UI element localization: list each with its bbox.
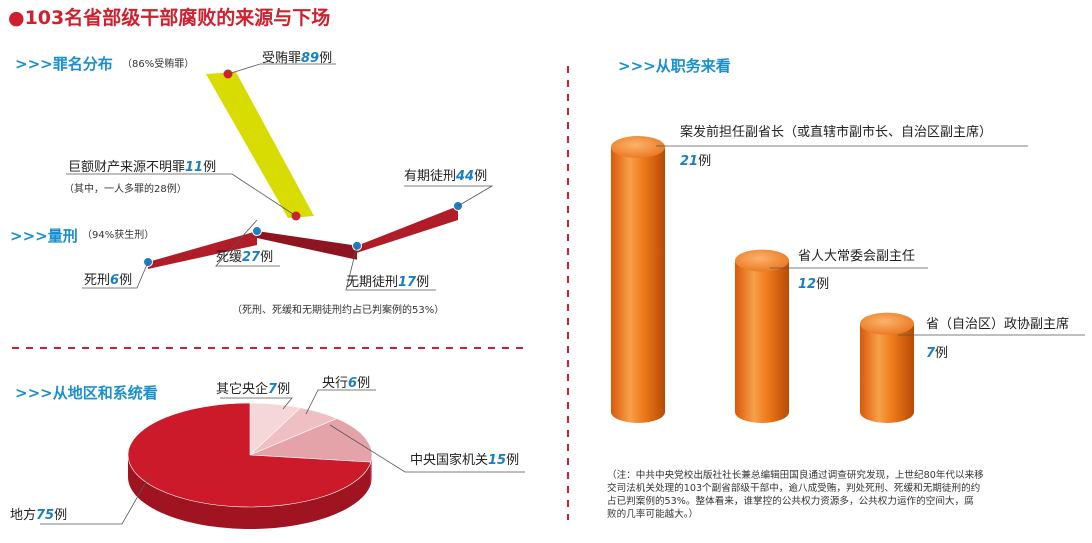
sentence-leader <box>404 185 494 207</box>
sentence-label: 无期徒刑17例 <box>346 275 429 290</box>
crime-leader <box>66 173 297 217</box>
sentence-ribbon-segment <box>357 206 458 253</box>
crime-subheading: （86%受贿罪） <box>122 57 194 70</box>
position-value-label: 7例 <box>926 346 948 361</box>
position-value-label: 21例 <box>680 154 711 169</box>
region-pie-leader <box>305 389 376 415</box>
sentence-share-note: （死刑、死缓和无期徒刑约占已判案例的53%） <box>232 303 444 316</box>
position-cylinder-top <box>735 249 789 272</box>
sentence-ribbon <box>148 206 458 269</box>
region-pie-leader <box>40 474 151 525</box>
sentence-heading: >>>量刑 <box>10 227 78 245</box>
crime-label: 受贿罪89例 <box>262 51 332 66</box>
position-category-label: 省人大常委会副主任 <box>798 249 915 264</box>
sentence-ribbon-segment <box>148 231 257 269</box>
region-pie-leader <box>220 397 293 410</box>
position-cylinder <box>735 260 789 423</box>
crime-label: 巨额财产来源不明罪11例 <box>68 160 216 175</box>
position-cylinder <box>860 323 914 423</box>
sentence-label: 有期徒刑44例 <box>404 169 487 184</box>
sentence-subheading: （94%获生刑） <box>82 228 154 241</box>
sentence-label: 死缓27例 <box>216 250 273 265</box>
region-pie-label: 中央国家机关15例 <box>410 452 519 468</box>
crime-heading: >>>罪名分布 <box>15 55 113 73</box>
footnote-line: （注：中共中央党校出版社社长兼总编辑田国良通过调查研究发现，上世纪80年代以来移 <box>607 469 984 481</box>
sentence-leader <box>345 245 436 291</box>
region-pie-slice <box>249 418 373 463</box>
sentence-leader <box>82 261 149 289</box>
sentence-point <box>352 240 362 251</box>
crime-multi-note: （其中，一人多罪的28例） <box>64 182 187 195</box>
position-category-label: 省（自治区）政协副主席 <box>926 316 1069 332</box>
region-pie-label: 央行6例 <box>322 376 370 391</box>
position-cylinder <box>611 147 665 423</box>
position-cylinder-top <box>611 136 665 158</box>
region-pie <box>127 402 373 529</box>
region-pie-slice <box>127 402 372 508</box>
position-category-label: 案发前担任副省长（或直辖市副市长、自治区副主席） <box>680 124 992 140</box>
page-title: ●103名省部级干部腐败的来源与下场 <box>8 6 330 29</box>
region-pie-side <box>370 455 372 485</box>
region-pie-label: 其它央企7例 <box>216 381 290 397</box>
region-pie-side <box>128 455 371 529</box>
position-cylinder-top <box>860 312 914 335</box>
position-cylinders <box>611 136 914 423</box>
crime-bars <box>206 69 314 221</box>
sentence-dots <box>143 201 463 267</box>
region-pie-labels: 地方75例 中央国家机关15例 央行6例 其它央企7例 <box>10 376 525 525</box>
footnote: （注：中共中央党校出版社社长兼总编辑田国良通过调查研究发现，上世纪80年代以来移… <box>607 469 984 520</box>
sentence-point <box>252 226 262 237</box>
region-pie-label: 地方75例 <box>10 507 67 523</box>
position-heading: >>>从职务来看 <box>618 57 731 75</box>
crime-bar <box>206 72 314 218</box>
footnote-line: 占已判案例的53%。整体看来，谁掌控的公共权力资源多，公共权力运作的空间大，腐 <box>607 495 974 507</box>
sentence-label: 死刑6例 <box>84 273 132 288</box>
crime-leader <box>227 63 336 75</box>
sentence-leader <box>215 219 280 267</box>
footnote-line: 败的几率可能越大。） <box>607 508 698 520</box>
position-value-label: 12例 <box>798 277 829 292</box>
region-pie-leader <box>329 424 525 473</box>
sentence-ribbon-segment <box>257 231 357 260</box>
region-heading: >>>从地区和系统看 <box>15 384 158 402</box>
footnote-line: 交司法机关处理的103个副省部级干部中，逾八成受贿，判处死刑、死缓和无期徒刑的约 <box>607 482 980 494</box>
